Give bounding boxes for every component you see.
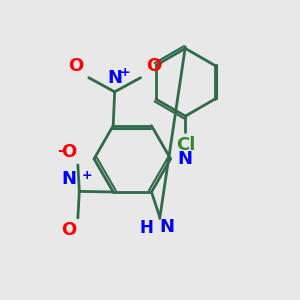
Text: O: O: [146, 57, 161, 75]
Text: -: -: [57, 142, 64, 158]
Text: H: H: [140, 219, 153, 237]
Text: -: -: [155, 56, 162, 71]
Text: O: O: [68, 57, 83, 75]
Text: N: N: [160, 218, 175, 236]
Text: N: N: [107, 69, 122, 87]
Text: +: +: [82, 169, 92, 182]
Text: Cl: Cl: [176, 136, 195, 154]
Text: +: +: [120, 67, 130, 80]
Text: N: N: [61, 170, 76, 188]
Text: O: O: [61, 143, 76, 161]
Text: O: O: [61, 221, 76, 239]
Text: N: N: [177, 150, 192, 168]
